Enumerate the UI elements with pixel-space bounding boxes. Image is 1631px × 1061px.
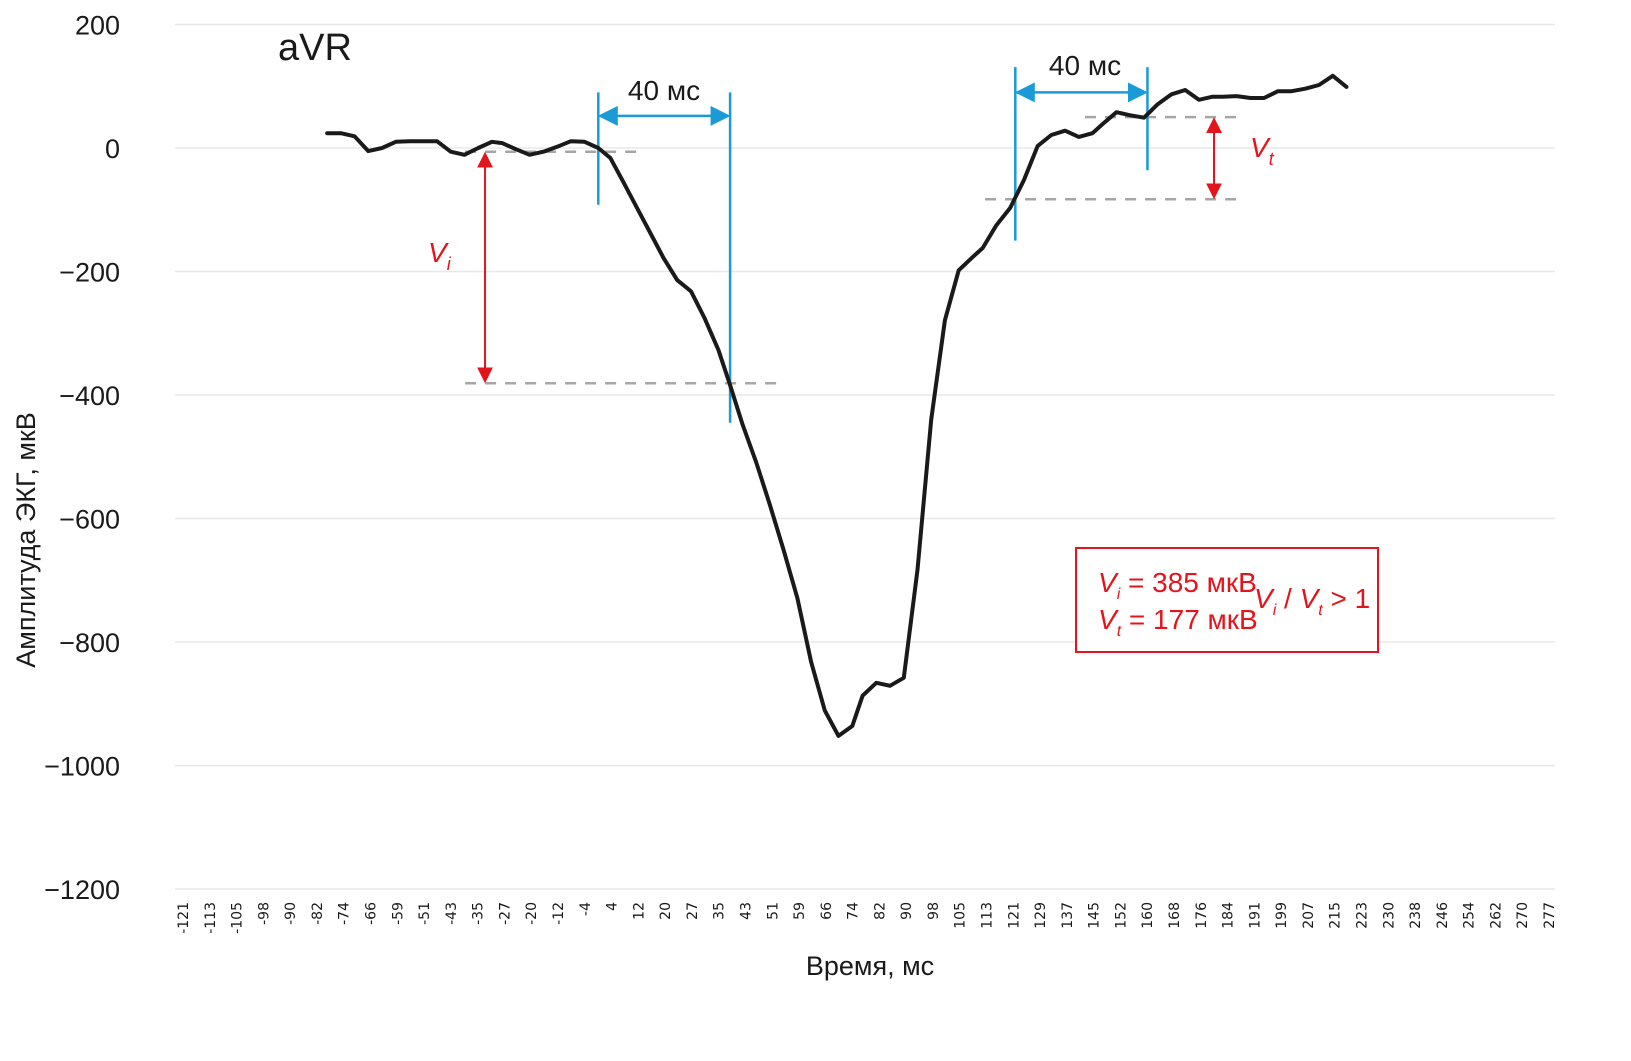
x-tick-label: 254 [1462,902,1478,929]
x-tick-label: -4 [578,902,594,916]
ecg-series-line [325,73,1349,738]
x-axis-title: Время, мс [806,951,934,981]
x-tick-label: 113 [980,902,996,929]
series-layer [325,73,1349,738]
x-tick-label: 191 [1247,902,1263,929]
y-tick-label: 200 [75,11,120,41]
x-tick-label: 246 [1435,902,1451,929]
x-tick-label: 27 [685,902,701,920]
y-axis-ticks: 200 0 −200 −400 −600 −800 −1000 −1200 [44,11,120,906]
interval-label-2: 40 мс [1049,50,1121,81]
x-tick-label: 43 [738,902,754,920]
x-tick-label: 90 [899,902,915,920]
x-tick-label: -59 [390,902,406,925]
vt-value: Vt = 177 мкВ [1098,604,1258,640]
x-tick-label: 199 [1274,902,1290,929]
x-tick-label: -27 [497,902,513,925]
x-tick-label: -113 [203,902,219,934]
x-tick-label: 51 [765,902,781,920]
x-tick-label: -51 [417,902,433,925]
vi-label: Vi [428,237,452,274]
interval-markers [597,67,1149,423]
x-tick-label: -90 [283,902,299,925]
x-tick-label: 277 [1542,902,1558,929]
x-tick-label: -98 [256,902,272,925]
y-axis-title: Амплитуда ЭКГ, мкВ [11,412,41,667]
x-tick-label: 238 [1408,902,1424,929]
x-tick-label: -20 [524,902,540,925]
x-tick-label: -74 [337,902,353,925]
x-tick-label: 20 [658,902,674,920]
x-tick-label: 4 [605,902,621,911]
x-tick-label: 207 [1301,902,1317,929]
y-tick-label: −1000 [44,752,120,782]
reference-levels [465,115,1241,385]
x-tick-label: 262 [1488,902,1504,929]
vi-value: Vi = 385 мкВ [1098,567,1257,603]
x-tick-label: 215 [1328,902,1344,929]
x-tick-label: 129 [1033,902,1049,929]
x-tick-label: 82 [872,902,888,920]
result-box: Vi = 385 мкВ Vt = 177 мкВ Vi / Vt > 1 [1075,547,1379,653]
x-tick-label: -121 [176,902,192,934]
ratio-text: Vi / Vt > 1 [1254,583,1370,619]
x-tick-label: 121 [1006,902,1022,929]
x-tick-label: 270 [1515,902,1531,929]
x-tick-label: 145 [1087,902,1103,929]
x-tick-label: 137 [1060,902,1076,929]
x-tick-label: -66 [363,902,379,925]
y-tick-label: −200 [59,258,120,288]
x-tick-label: 98 [926,902,942,920]
x-tick-label: 168 [1167,902,1183,929]
interval-label-1: 40 мс [628,75,700,106]
y-tick-label: −1200 [44,875,120,905]
x-tick-label: 59 [792,902,808,920]
vt-label: Vt [1250,132,1275,169]
x-tick-label: 74 [846,902,862,920]
y-tick-label: −400 [59,381,120,411]
x-tick-label: -105 [230,902,246,934]
chart-title: aVR [278,27,352,69]
y-tick-label: 0 [105,134,120,164]
x-tick-label: -35 [471,902,487,925]
x-tick-label: 160 [1140,902,1156,929]
x-tick-label: 223 [1355,902,1371,929]
gridlines [175,23,1555,890]
x-tick-label: 152 [1113,902,1129,929]
y-tick-label: −800 [59,628,120,658]
x-tick-label: 184 [1221,902,1237,929]
x-tick-label: 176 [1194,902,1210,929]
amplitude-arrows [477,117,1223,384]
y-tick-label: −600 [59,505,120,535]
x-tick-label: -12 [551,902,567,925]
x-tick-label: 66 [819,902,835,920]
x-tick-label: 230 [1381,902,1397,929]
x-tick-label: -43 [444,902,460,925]
x-tick-label: 35 [712,902,728,920]
x-tick-label: -82 [310,902,326,925]
x-tick-label: 105 [953,902,969,929]
x-tick-label: 12 [631,902,647,920]
x-axis-ticks: -121 -113 -105 -98 -90 -82 -74 -66 -59 -51 -43 -35-… [176,902,1558,934]
